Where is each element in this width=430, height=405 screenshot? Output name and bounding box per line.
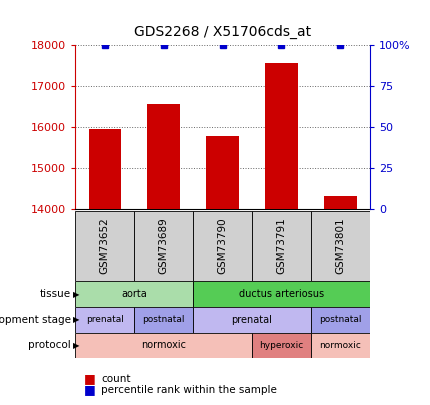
Bar bbox=[206, 136, 239, 209]
Bar bbox=[252, 211, 311, 281]
Text: protocol: protocol bbox=[28, 340, 71, 350]
Bar bbox=[75, 281, 193, 307]
Text: GSM73791: GSM73791 bbox=[276, 217, 286, 275]
Text: postnatal: postnatal bbox=[319, 315, 362, 324]
Text: GSM73652: GSM73652 bbox=[100, 217, 110, 275]
Bar bbox=[134, 307, 193, 333]
Title: GDS2268 / X51706cds_at: GDS2268 / X51706cds_at bbox=[134, 25, 311, 39]
Text: normoxic: normoxic bbox=[319, 341, 361, 350]
Bar bbox=[265, 63, 298, 209]
Text: prenatal: prenatal bbox=[86, 315, 124, 324]
Bar bbox=[252, 333, 311, 358]
Bar bbox=[75, 333, 252, 358]
Bar bbox=[75, 307, 134, 333]
Text: ▶: ▶ bbox=[73, 290, 80, 299]
Text: percentile rank within the sample: percentile rank within the sample bbox=[101, 385, 277, 394]
Text: postnatal: postnatal bbox=[142, 315, 185, 324]
Text: ▶: ▶ bbox=[73, 341, 80, 350]
Text: ▶: ▶ bbox=[73, 315, 80, 324]
Bar bbox=[193, 281, 370, 307]
Bar bbox=[311, 333, 370, 358]
Text: GSM73790: GSM73790 bbox=[218, 218, 227, 274]
Bar bbox=[193, 211, 252, 281]
Bar bbox=[75, 211, 134, 281]
Text: ductus arteriosus: ductus arteriosus bbox=[239, 289, 324, 299]
Bar bbox=[134, 211, 193, 281]
Text: prenatal: prenatal bbox=[231, 315, 273, 325]
Text: count: count bbox=[101, 374, 131, 384]
Text: aorta: aorta bbox=[121, 289, 147, 299]
Text: hyperoxic: hyperoxic bbox=[259, 341, 304, 350]
Text: tissue: tissue bbox=[40, 289, 71, 299]
Text: normoxic: normoxic bbox=[141, 340, 186, 350]
Text: ■: ■ bbox=[84, 383, 95, 396]
Text: development stage: development stage bbox=[0, 315, 71, 325]
Bar bbox=[324, 196, 356, 209]
Bar bbox=[193, 307, 311, 333]
Text: GSM73689: GSM73689 bbox=[159, 217, 169, 275]
Bar bbox=[147, 104, 180, 209]
Bar bbox=[89, 130, 121, 209]
Text: GSM73801: GSM73801 bbox=[335, 218, 345, 274]
Bar bbox=[311, 307, 370, 333]
Bar bbox=[311, 211, 370, 281]
Text: ■: ■ bbox=[84, 372, 95, 385]
